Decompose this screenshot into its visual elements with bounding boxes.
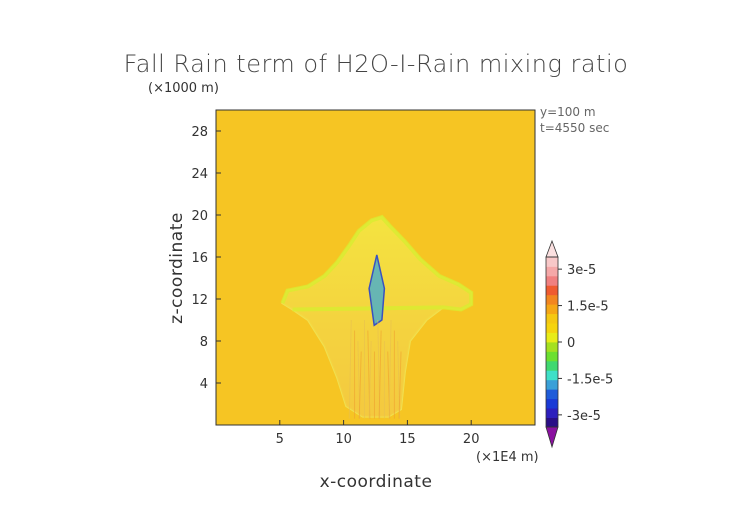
info-time: t=4550 sec <box>540 121 609 135</box>
plot-frame <box>215 109 536 426</box>
chart-title: Fall Rain term of H2O-I-Rain mixing rati… <box>124 50 629 78</box>
colorbar: 3e-5 1.5e-5 0 -1.5e-5 -3e-5 <box>545 239 613 449</box>
rain-streak <box>388 319 392 419</box>
colorbar-segment <box>546 417 558 428</box>
x-tick-label: 10 <box>335 432 352 447</box>
colorbar-segment <box>546 379 558 390</box>
colorbar-segment <box>546 313 558 324</box>
colorbar-top-arrow <box>545 239 559 258</box>
colorbar-segment <box>546 266 558 277</box>
colorbar-segment <box>546 351 558 362</box>
info-y-position: y=100 m <box>540 105 596 119</box>
y-tick-label: 16 <box>191 251 208 266</box>
colorbar-segment <box>546 360 558 371</box>
y-unit-label: (×1000 m) <box>148 81 219 96</box>
colorbar-segment <box>546 323 558 333</box>
x-axis-label: x-coordinate <box>320 472 433 492</box>
rain-streak <box>368 340 372 419</box>
y-tick-label: 20 <box>191 209 208 224</box>
colorbar-segment <box>546 294 558 305</box>
y-tick-label: 4 <box>200 377 208 392</box>
colorbar-segment <box>546 332 558 343</box>
colorbar-segment <box>546 398 558 409</box>
y-tick-label: 8 <box>200 335 208 350</box>
cloud-edge-band <box>280 214 474 312</box>
x-unit-label: (×1E4 m) <box>476 450 539 465</box>
x-tick-label: 15 <box>399 432 416 447</box>
colorbar-segment <box>546 370 558 381</box>
y-tick-label: 28 <box>191 125 208 140</box>
rain-streak <box>348 319 352 419</box>
colorbar-tick-label: -3e-5 <box>567 409 601 424</box>
rain-streak <box>398 351 402 419</box>
y-tick-label: 12 <box>191 293 208 308</box>
colorbar-tick-label: 1.5e-5 <box>567 300 609 315</box>
rain-streak <box>378 330 382 419</box>
x-tick-label: 20 <box>463 432 480 447</box>
colorbar-segment <box>546 275 558 286</box>
y-axis-label: z-coordinate <box>167 212 187 324</box>
colorbar-bottom-arrow <box>545 426 559 449</box>
colorbar-tick-label: 0 <box>567 336 575 351</box>
colorbar-tick-label: 3e-5 <box>567 263 596 278</box>
y-axis: 4 8 12 16 20 24 28 <box>191 125 221 392</box>
y-tick-label: 24 <box>191 167 208 182</box>
colorbar-segment <box>546 408 558 418</box>
x-axis: 5 10 15 20 <box>276 420 480 447</box>
colorbar-segment <box>546 389 558 400</box>
field-layer <box>280 214 474 419</box>
colorbar-segment <box>546 257 558 267</box>
x-tick-label: 5 <box>276 432 284 447</box>
colorbar-segment <box>546 304 558 315</box>
colorbar-segment <box>546 285 558 296</box>
colorbar-tick-label: -1.5e-5 <box>567 372 613 387</box>
rain-streak <box>358 351 362 419</box>
colorbar-segment <box>546 342 558 352</box>
negative-core <box>368 254 386 327</box>
